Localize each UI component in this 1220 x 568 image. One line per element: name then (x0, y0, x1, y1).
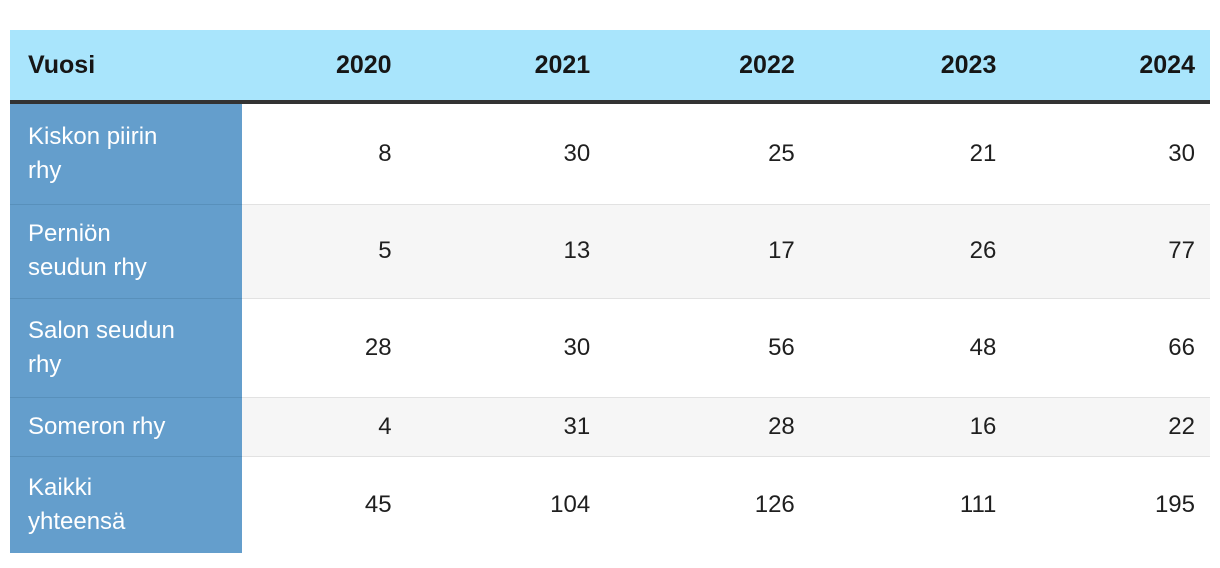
row-label: Kaikki yhteensä (10, 455, 242, 553)
row-label: Salon seudun rhy (10, 297, 242, 397)
header-year-2020: 2020 (242, 30, 436, 104)
cell-value: 111 (822, 455, 1017, 553)
cell-value: 30 (1016, 102, 1210, 204)
row-label: Kiskon piirin rhy (10, 102, 242, 204)
cell-value: 4 (242, 396, 436, 456)
cell-value: 30 (435, 102, 630, 204)
cell-value: 48 (822, 297, 1017, 397)
header-year-2022: 2022 (629, 30, 823, 104)
cell-value: 17 (629, 203, 823, 298)
cell-value: 22 (1016, 396, 1210, 456)
cell-value: 28 (242, 297, 436, 397)
table-body: Kiskon piirin rhy 8 30 25 21 30 Perniön seudun… (10, 102, 1210, 553)
cell-value: 8 (242, 102, 436, 204)
cell-value: 56 (629, 297, 823, 397)
table-row: Perniön seudun rhy 5 13 17 26 77 (10, 203, 1210, 298)
row-label: Perniön seudun rhy (10, 203, 242, 298)
cell-value: 77 (1016, 203, 1210, 298)
cell-value: 126 (629, 455, 823, 553)
table-row: Kiskon piirin rhy 8 30 25 21 30 (10, 102, 1210, 204)
cell-value: 104 (435, 455, 630, 553)
cell-value: 195 (1016, 455, 1210, 553)
header-vuosi: Vuosi (10, 30, 242, 104)
cell-value: 25 (629, 102, 823, 204)
header-row: Vuosi 2020 2021 2022 2023 2024 (10, 30, 1210, 104)
table-row: Salon seudun rhy 28 30 56 48 66 (10, 297, 1210, 397)
year-statistics-table: Vuosi 2020 2021 2022 2023 2024 Kiskon piirin… (10, 30, 1210, 553)
table-header: Vuosi 2020 2021 2022 2023 2024 (10, 30, 1210, 104)
cell-value: 30 (435, 297, 630, 397)
table-row: Kaikki yhteensä 45 104 126 111 195 (10, 455, 1210, 553)
cell-value: 13 (435, 203, 630, 298)
row-label: Someron rhy (10, 396, 242, 456)
cell-value: 5 (242, 203, 436, 298)
cell-value: 45 (242, 455, 436, 553)
header-year-2023: 2023 (822, 30, 1017, 104)
cell-value: 16 (822, 396, 1017, 456)
cell-value: 28 (629, 396, 823, 456)
cell-value: 31 (435, 396, 630, 456)
header-year-2021: 2021 (435, 30, 630, 104)
table-row: Someron rhy 4 31 28 16 22 (10, 396, 1210, 456)
cell-value: 66 (1016, 297, 1210, 397)
header-year-2024: 2024 (1016, 30, 1210, 104)
cell-value: 21 (822, 102, 1017, 204)
cell-value: 26 (822, 203, 1017, 298)
